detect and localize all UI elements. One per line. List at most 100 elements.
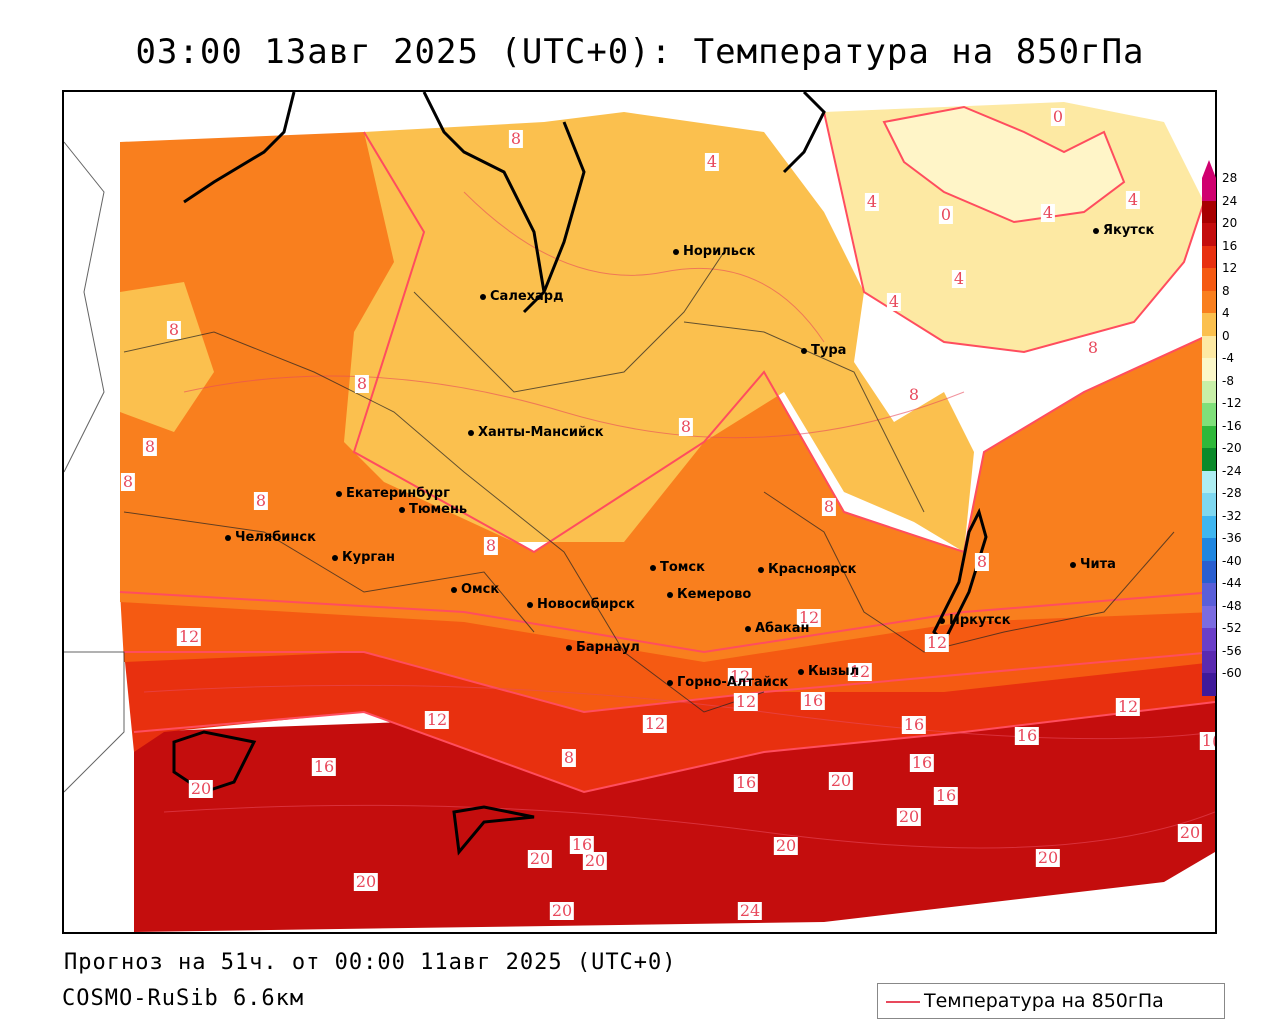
scale-tick-label: -12 (1222, 396, 1242, 410)
city-dot-icon (480, 293, 486, 300)
contour-label: 12 (642, 714, 668, 733)
city-marker: Кызыл (798, 664, 859, 679)
scale-segment (1202, 538, 1216, 561)
contour-label: 12 (727, 667, 753, 686)
city-dot-icon (650, 564, 656, 571)
color-scale-legend: 28 24 20 16 12 8 4 0 -4 -8 -12 -16 -20 -24 -28 -32 -36 -4… (1196, 158, 1266, 696)
city-name: Екатеринбург (346, 486, 450, 501)
contour-label: 8 (906, 385, 922, 404)
city-marker: Тюмень (399, 502, 467, 517)
scale-segment (1202, 335, 1216, 358)
contour-label: 16 (800, 691, 826, 710)
scale-segment (1202, 200, 1216, 223)
contour-label: 20 (773, 836, 799, 855)
city-name: Красноярск (768, 562, 857, 577)
contour-label: 12 (924, 633, 950, 652)
legend-line-swatch (886, 1001, 920, 1003)
city-name: Кызыл (808, 664, 860, 679)
city-name: Якутск (1103, 223, 1155, 238)
temperature-field (64, 92, 1215, 932)
contour-label: 16 (733, 773, 759, 792)
city-name: Новосибирск (537, 597, 635, 612)
city-name: Чита (1080, 557, 1116, 572)
city-name: Челябинск (235, 530, 316, 545)
city-marker: Екатеринбург (336, 486, 450, 501)
contour-label: 4 (951, 269, 967, 288)
city-marker: Курган (332, 550, 395, 565)
scale-tick-label: 20 (1222, 216, 1238, 230)
contour-label: 16 (1014, 726, 1040, 745)
scale-segment (1202, 403, 1216, 426)
contour-label: 4 (886, 292, 902, 311)
city-dot-icon (566, 644, 572, 651)
city-dot-icon (758, 566, 764, 573)
scale-segment (1202, 650, 1216, 673)
scale-segment (1202, 178, 1216, 201)
contour-label: 16 (569, 835, 595, 854)
city-marker: Абакан (745, 621, 810, 636)
contour-label: 8 (483, 536, 499, 555)
city-marker: Якутск (1093, 223, 1154, 238)
city-name: Горно-Алтайск (677, 675, 789, 690)
scale-tick-label: -48 (1222, 598, 1242, 613)
scale-segment (1202, 223, 1216, 246)
city-marker: Норильск (673, 244, 756, 259)
contour-label: 20 (828, 771, 854, 790)
scale-segment (1202, 515, 1216, 538)
scale-segment (1202, 313, 1216, 336)
scale-segment (1202, 470, 1216, 493)
contour-label: 8 (508, 129, 524, 148)
scale-tick-label: -36 (1222, 531, 1242, 545)
city-name: Кемерово (677, 587, 752, 602)
scale-tick-label: 16 (1222, 238, 1238, 253)
city-marker: Тура (801, 343, 846, 358)
city-dot-icon (798, 668, 804, 675)
city-dot-icon (745, 625, 751, 632)
city-marker: Барнаул (566, 640, 640, 655)
contour-label: 8 (561, 748, 577, 767)
contour-label: 20 (188, 779, 214, 798)
band-20-24 (134, 692, 1215, 932)
city-name: Иркутск (949, 613, 1011, 628)
city-name: Тюмень (409, 502, 468, 517)
contour-label: 8 (142, 437, 158, 456)
city-marker: Новосибирск (527, 597, 635, 612)
scale-segment (1202, 358, 1216, 381)
scale-tick-label: -44 (1222, 576, 1242, 590)
scale-tick-label: 12 (1222, 261, 1238, 275)
city-dot-icon (336, 490, 342, 497)
scale-segment (1202, 628, 1216, 651)
city-name: Омск (461, 582, 500, 597)
legend-label: Температура на 850гПа (924, 990, 1164, 1012)
scale-tick-label: -16 (1222, 418, 1242, 433)
city-marker: Кемерово (667, 587, 751, 602)
scale-tick-label: 0 (1222, 328, 1230, 343)
scale-segment (1202, 673, 1216, 696)
contour-label: 8 (120, 472, 136, 491)
contour-label: 20 (353, 872, 379, 891)
scale-segment (1202, 560, 1216, 583)
contour-label: 16 (901, 715, 927, 734)
city-dot-icon (527, 601, 533, 608)
contour-label: 16 (311, 757, 337, 776)
city-name: Томск (660, 560, 705, 575)
scale-tick-label: 24 (1222, 193, 1238, 208)
contour-label: 24 (737, 901, 763, 920)
city-name: Барнаул (576, 640, 640, 655)
contour-label: 8 (166, 320, 182, 339)
scale-segment (1202, 380, 1216, 403)
city-marker: Томск (650, 560, 705, 575)
scale-tick-label: -24 (1222, 463, 1242, 478)
city-marker: Ханты-Мансийск (468, 425, 604, 440)
contour-label: 20 (582, 851, 608, 870)
contour-label: 20 (549, 901, 575, 920)
contour-label: 16 (933, 786, 959, 805)
city-dot-icon (1093, 227, 1099, 234)
city-marker: Омск (451, 582, 499, 597)
contour-label: 1( (1199, 732, 1215, 750)
city-marker: Горно-Алтайск (667, 675, 788, 690)
scale-segment (1202, 448, 1216, 471)
model-info: COSMO-RuSib 6.6км (62, 986, 305, 1011)
city-dot-icon (801, 347, 807, 354)
city-name: Тура (811, 343, 847, 358)
